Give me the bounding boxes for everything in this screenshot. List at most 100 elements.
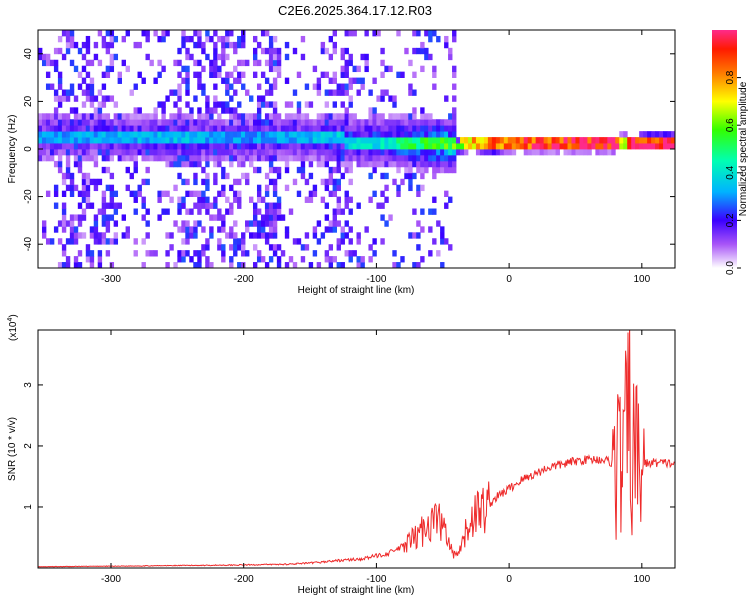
spectrogram-cell-1742 (424, 47, 429, 55)
spectrogram-cell-1338 (328, 154, 334, 162)
spectrogram-cell-384 (117, 149, 123, 156)
spectrogram-cell-467 (141, 149, 146, 156)
spectrogram-cell-996 (252, 214, 258, 221)
spectrogram-cell-830 (221, 256, 226, 263)
spectrogram-cell-1136 (276, 262, 282, 268)
spectrogram-cell-1567 (380, 160, 385, 168)
spectrogram-cell-449 (137, 184, 142, 192)
spectrogram-cell-258 (89, 77, 95, 84)
spectrogram-cell-984 (249, 149, 254, 156)
spectrogram-cell-679 (193, 220, 198, 227)
spectrogram-cell-1241 (304, 178, 310, 186)
spectrogram-cell-396 (121, 149, 126, 156)
spectrogram-cell-1527 (368, 137, 373, 144)
spectrogram-cell-1897 (527, 149, 533, 156)
spectrogram-cell-1194 (288, 113, 294, 120)
snr-x-tick-label-4: 100 (633, 574, 650, 585)
spectrogram-cell-343 (105, 30, 111, 37)
spectrogram-cell-1438 (344, 59, 349, 67)
spectrogram-cell-733 (201, 137, 206, 144)
spectrogram-cell-563 (169, 154, 174, 162)
spectrogram-cell-1634 (396, 71, 401, 78)
spectrogram-cell-1948 (595, 137, 600, 144)
spectrogram-cell-610 (181, 256, 186, 263)
spectrogram-cell-461 (141, 238, 146, 245)
spectrogram-cell-312 (101, 131, 107, 138)
spectrogram-cell-1146 (276, 149, 282, 156)
spectrogram-cell-1069 (264, 131, 270, 138)
spectrogram-cell-833 (221, 226, 226, 233)
spectrogram-cell-195 (81, 196, 87, 203)
spectrogram-cell-1322 (324, 125, 330, 132)
spectrogram-cell-764 (205, 95, 210, 102)
spectrogram-cell-1297 (320, 160, 326, 168)
spectrogram-cell-621 (181, 143, 186, 150)
spectrogram-cell-1531 (368, 113, 373, 120)
spectrogram-cell-68 (57, 220, 63, 227)
spectrogram-cell-1635 (396, 30, 401, 37)
spectrogram-cell-171 (73, 41, 79, 49)
spectrogram-cell-572 (173, 262, 178, 268)
spectrogram-cell-53 (53, 149, 59, 156)
spectrogram-cell-1833 (452, 149, 457, 156)
spectrogram-cell-210 (81, 77, 87, 84)
spectrogram-cell-832 (221, 244, 226, 251)
spectrogram-cell-1572 (380, 131, 385, 138)
spectrogram-cell-397 (121, 143, 126, 150)
spectrogram-cell-167 (73, 113, 79, 120)
spectrogram-cell-562 (169, 160, 174, 168)
spectrogram-cell-1580 (380, 47, 385, 55)
spectrogram-cell-1364 (332, 125, 337, 132)
spectrogram-cell-316 (101, 101, 107, 108)
snr-x-axis-label: Height of straight line (km) (298, 585, 415, 596)
spectrogram-cell-1339 (328, 149, 334, 156)
spectrogram-cell-286 (97, 178, 103, 186)
spectrogram-cell-200 (81, 154, 87, 162)
spectrogram-cell-1771 (432, 119, 437, 126)
spectrogram-cell-1665 (408, 160, 413, 168)
spectrogram-cell-0 (38, 154, 43, 162)
spectrogram-cell-488 (145, 119, 150, 126)
spectrogram-cell-1233 (300, 125, 306, 132)
spectrogram-cell-997 (252, 208, 258, 215)
spectrogram-cell-517 (157, 190, 162, 197)
spectrogram-cell-690 (193, 125, 198, 132)
spectrogram-cell-1478 (356, 256, 361, 263)
spectrogram-cell-1961 (615, 143, 620, 150)
spectrogram-cell-894 (229, 95, 234, 102)
spectrogram-cell-16 (41, 137, 47, 144)
spectrogram-cell-1673 (408, 113, 413, 120)
spectrogram-cell-1752 (428, 131, 433, 138)
spectrogram-cell-1815 (444, 35, 449, 43)
spectrogram-cell-1487 (356, 131, 361, 138)
spectrogram-cell-1619 (392, 101, 397, 108)
spectrogram-cell-1791 (440, 226, 445, 233)
spectrogram-cell-1204 (292, 125, 298, 132)
spectrogram-cell-1420 (344, 202, 349, 209)
spectrogram-cell-1384 (336, 160, 341, 168)
spectrogram-cell-34 (45, 71, 51, 78)
spectrogram-cell-156 (73, 226, 79, 233)
spectrogram-cell-951 (241, 149, 246, 156)
spectrogram-cell-817 (217, 154, 222, 162)
spectrogram-cell-1283 (316, 154, 322, 162)
spectrogram-cell-1222 (296, 71, 302, 78)
spectrogram-cell-501 (149, 113, 154, 120)
spectrogram-cell-1565 (380, 190, 385, 197)
spectrogram-cell-590 (177, 208, 182, 215)
spectrogram-cell-161 (73, 149, 79, 156)
spectrogram-cell-1729 (420, 47, 425, 55)
spectrogram-cell-413 (125, 131, 130, 138)
spectrogram-cell-1110 (272, 226, 278, 233)
spectrogram-cell-846 (221, 119, 226, 126)
spectrogram-cell-320 (101, 41, 107, 49)
spectrogram-cell-534 (161, 137, 166, 144)
spectrogram-cell-1052 (260, 71, 266, 78)
spectrogram-cell-1599 (388, 143, 393, 150)
spectrogram-cell-882 (229, 202, 234, 209)
spectrogram-cell-270 (93, 143, 99, 150)
spectrogram-cell-1806 (444, 154, 449, 162)
spectrogram-cell-376 (113, 125, 119, 132)
spectrogram-cell-901 (233, 238, 238, 245)
spectrogram-cell-677 (193, 232, 198, 239)
